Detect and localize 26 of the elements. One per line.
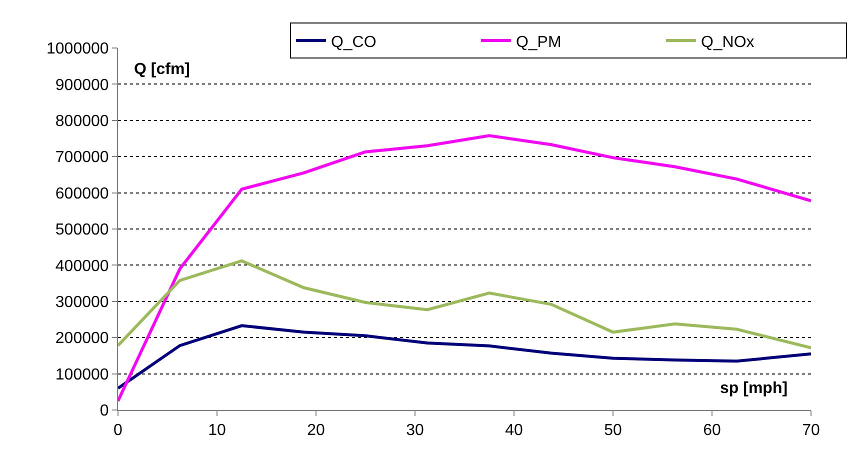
- legend-label: Q_CO: [330, 34, 376, 51]
- x-tick-label: 10: [208, 422, 226, 440]
- x-tick-label: 40: [505, 422, 523, 440]
- y-tick-label: 400000: [55, 258, 109, 275]
- line-series: [118, 259, 811, 350]
- x-tick-label: 70: [802, 422, 820, 440]
- y-tick-label: 1000000: [46, 40, 109, 58]
- y-tick-label: 600000: [55, 185, 109, 202]
- x-tick-label: 60: [703, 422, 721, 440]
- y-tick-label: 800000: [55, 113, 109, 130]
- x-tick-label: 0: [114, 422, 123, 440]
- y-tick-label: 700000: [55, 149, 109, 166]
- y-tick-label: 300000: [55, 294, 109, 311]
- legend-label: Q_PM: [516, 34, 562, 51]
- y-tick-label: 500000: [55, 222, 109, 239]
- y-axis-title: Q [cfm]: [134, 61, 190, 78]
- x-axis-title: sp [mph]: [720, 380, 788, 397]
- line-series: [118, 134, 811, 402]
- x-tick-label: 20: [307, 422, 325, 440]
- y-tick-label: 100000: [55, 366, 109, 384]
- y-tick-label: 0: [100, 402, 109, 420]
- legend-label: Q_NOx: [700, 34, 754, 51]
- y-tick-label: 900000: [55, 76, 109, 94]
- y-tick-label: 200000: [55, 330, 109, 348]
- x-tick-label: 50: [604, 422, 622, 440]
- x-tick-label: 30: [406, 422, 424, 440]
